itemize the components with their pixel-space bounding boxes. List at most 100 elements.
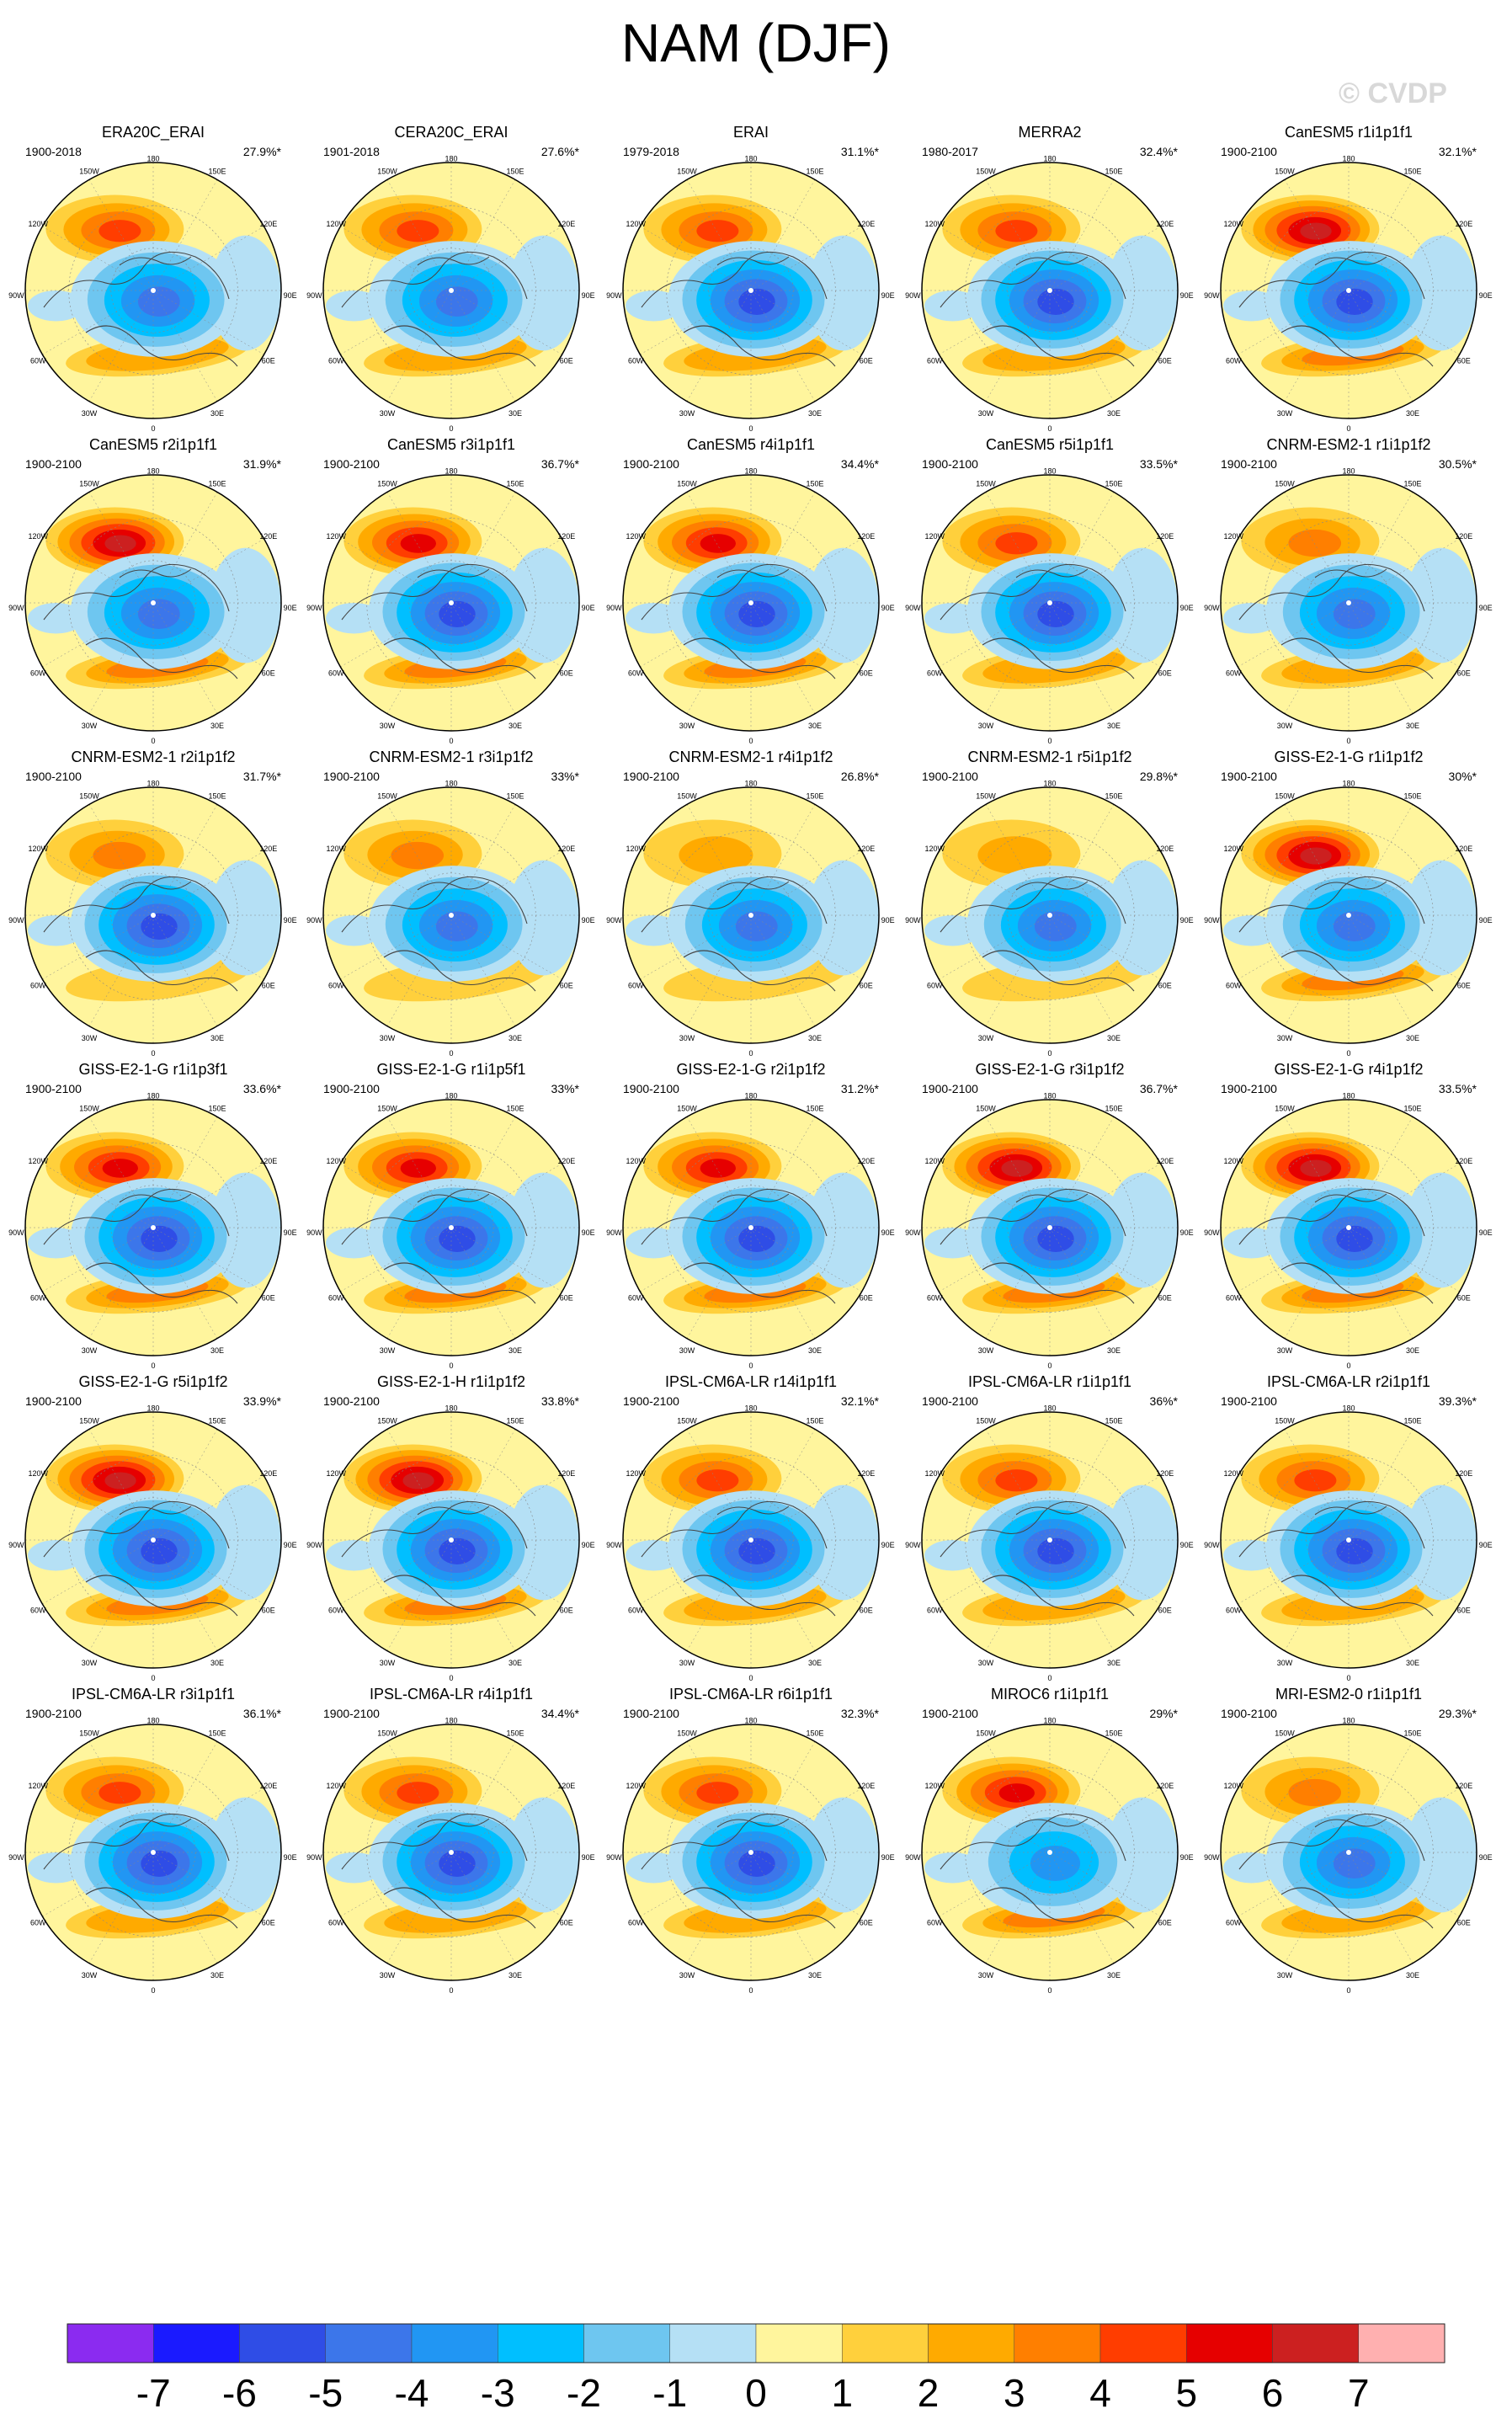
panel-title: IPSL-CM6A-LR r1i1p1f1	[968, 1373, 1131, 1390]
coastline	[417, 881, 490, 891]
pacific-positive-contour	[995, 532, 1038, 555]
longitude-label: 90W	[306, 1228, 322, 1237]
negative-patch	[28, 1852, 84, 1884]
longitude-label: 0	[151, 737, 155, 745]
panel-years: 1900-2100	[1221, 770, 1277, 783]
longitude-label: 90E	[284, 1228, 297, 1237]
longitude-label: 30W	[380, 722, 396, 730]
arctic-negative-contour	[1037, 1225, 1074, 1252]
longitude-label: 30W	[1277, 1034, 1293, 1042]
panel-title: ERA20C_ERAI	[102, 124, 205, 141]
panel-title: ERAI	[733, 124, 769, 141]
coastline	[641, 1188, 828, 1245]
longitude-label: 90W	[606, 1541, 622, 1549]
panel-variance: 36.7%*	[541, 457, 580, 471]
longitude-label: 120W	[326, 220, 346, 228]
longitude-label: 150E	[1105, 480, 1122, 488]
longitude-label: 120E	[1156, 1157, 1174, 1165]
panel-years: 1900-2100	[623, 1394, 679, 1408]
longitude-label: 150E	[208, 168, 226, 176]
longitude-label: 90W	[905, 1853, 921, 1862]
map-border	[622, 474, 880, 732]
longitude-label: 120E	[259, 1469, 277, 1478]
colorbar-tick-label: 4	[1089, 2371, 1111, 2415]
colorbar-tick-label: -2	[567, 2371, 601, 2415]
panel-years: 1900-2100	[922, 770, 978, 783]
panel-title: CanESM5 r3i1p1f1	[387, 436, 515, 453]
colorbar-segment	[755, 2323, 843, 2363]
arctic-negative-contour	[439, 600, 476, 627]
longitude-label: 30W	[679, 409, 695, 418]
north-pole-marker	[449, 1850, 454, 1855]
panel-variance: 32.1%*	[1439, 145, 1477, 158]
longitude-label: 180	[744, 466, 757, 475]
arctic-negative-contour	[1333, 599, 1376, 629]
coastline	[1280, 1262, 1434, 1304]
coastline	[1280, 950, 1434, 992]
north-pole-marker	[1047, 1850, 1052, 1855]
longitude-label: 60E	[560, 1294, 573, 1303]
longitude-label: 120W	[28, 220, 48, 228]
longitude-label: 60W	[1226, 357, 1242, 365]
longitude-label: 120E	[857, 1157, 875, 1165]
panel-title: CanESM5 r5i1p1f1	[986, 436, 1114, 453]
longitude-label: 120E	[557, 1782, 575, 1790]
nam-panel: CanESM5 r2i1p1f1 1900-2100 31.9%* 180 150W 15…	[8, 436, 297, 745]
longitude-label: 30W	[82, 1971, 98, 1980]
colorbar-tick-label: 1	[831, 2371, 853, 2415]
longitude-label: 60W	[1226, 1294, 1242, 1303]
colorbar-segment	[67, 2323, 154, 2363]
nam-panel: ERA20C_ERAI 1900-2018 27.9%* 180 150W 150E 120…	[8, 124, 297, 433]
panel-variance: 27.6%*	[541, 145, 580, 158]
longitude-label: 60W	[30, 1919, 46, 1927]
panel-variance: 36.1%*	[243, 1707, 282, 1720]
longitude-label: 180	[146, 466, 159, 475]
panel-years: 1900-2018	[25, 145, 82, 158]
map-border	[1220, 1099, 1477, 1356]
coastline	[1015, 1193, 1089, 1203]
map-border	[921, 1724, 1179, 1981]
coastline	[119, 881, 192, 891]
coastline	[940, 1500, 1126, 1558]
colorbar-segment	[1272, 2323, 1359, 2363]
longitude-label: 0	[1047, 1674, 1051, 1682]
coastline	[1280, 1887, 1434, 1929]
longitude-label: 120E	[259, 1782, 277, 1790]
map-border	[622, 1099, 880, 1356]
panel-variance: 33.9%*	[243, 1394, 282, 1408]
panel-variance: 33%*	[551, 1082, 580, 1095]
longitude-label: 150W	[677, 1729, 697, 1738]
negative-patch	[28, 915, 84, 946]
panel-years: 1900-2100	[25, 770, 82, 783]
longitude-label: 0	[449, 737, 453, 745]
longitude-label: 30W	[1277, 1971, 1293, 1980]
longitude-label: 60W	[328, 669, 344, 678]
longitude-label: 180	[1043, 1716, 1056, 1724]
panel-variance: 30%*	[1449, 770, 1477, 783]
pacific-positive-contour	[400, 1159, 436, 1178]
north-pole-marker	[151, 288, 156, 293]
nam-panel: IPSL-CM6A-LR r6i1p1f1 1900-2100 32.3%* 180 1…	[606, 1686, 895, 1995]
longitude-label: 90E	[881, 916, 895, 925]
coastline	[43, 251, 230, 308]
coastline	[85, 1575, 238, 1617]
nam-panel: CNRM-ESM2-1 r3i1p1f2 1900-2100 33%* 180 150W…	[306, 749, 595, 1058]
panel-title: GISS-E2-1-G r1i1p3f1	[78, 1061, 227, 1078]
coastline	[43, 1188, 230, 1245]
longitude-label: 120W	[326, 1469, 346, 1478]
longitude-label: 90W	[905, 1228, 921, 1237]
coastline	[982, 950, 1135, 992]
longitude-label: 120W	[1223, 1469, 1243, 1478]
longitude-label: 90W	[306, 916, 322, 925]
coastline	[119, 256, 192, 266]
longitude-label: 150W	[79, 1417, 99, 1425]
panel-title: GISS-E2-1-G r3i1p1f2	[975, 1061, 1124, 1078]
coastline	[716, 1505, 790, 1516]
panel-years: 1900-2100	[323, 457, 380, 471]
longitude-label: 90W	[8, 916, 24, 925]
longitude-label: 90W	[606, 1228, 622, 1237]
panel-years: 1900-2100	[922, 457, 978, 471]
negative-patch	[1223, 915, 1280, 946]
nam-panel: CERA20C_ERAI 1901-2018 27.6%* 180 150W 150E 12…	[306, 124, 595, 433]
coastline	[383, 637, 536, 679]
